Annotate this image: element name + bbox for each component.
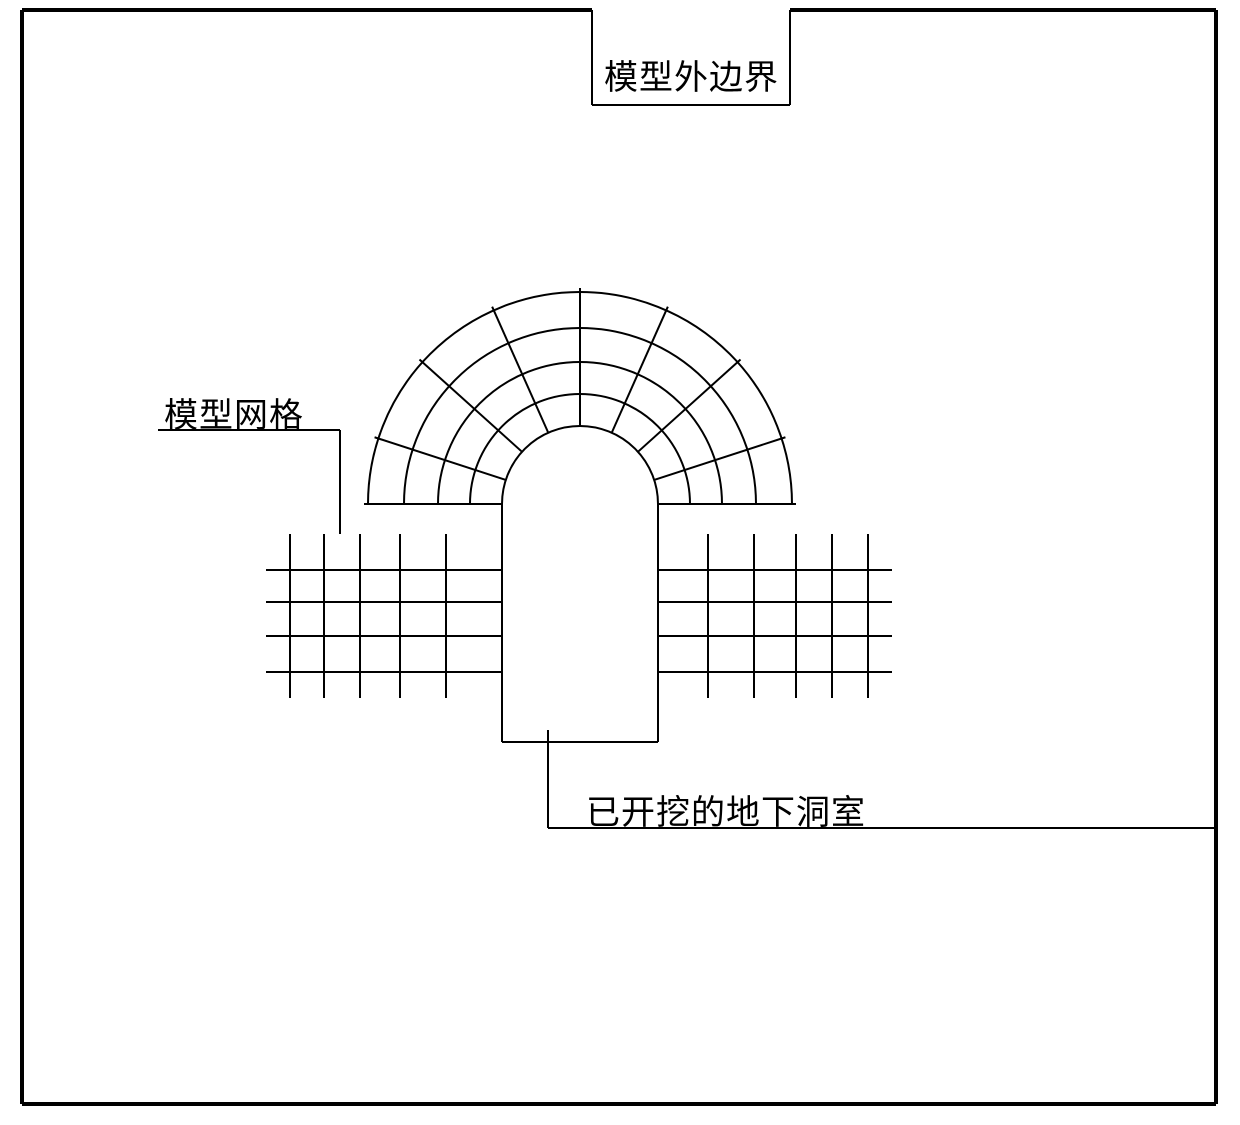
diagram-stage: 模型外边界 模型网格 已开挖的地下洞室 — [0, 0, 1240, 1125]
label-cavern: 已开挖的地下洞室 — [586, 785, 866, 834]
label-outer-boundary: 模型外边界 — [604, 50, 779, 99]
diagram-svg — [0, 0, 1240, 1125]
label-mesh: 模型网格 — [164, 388, 304, 437]
